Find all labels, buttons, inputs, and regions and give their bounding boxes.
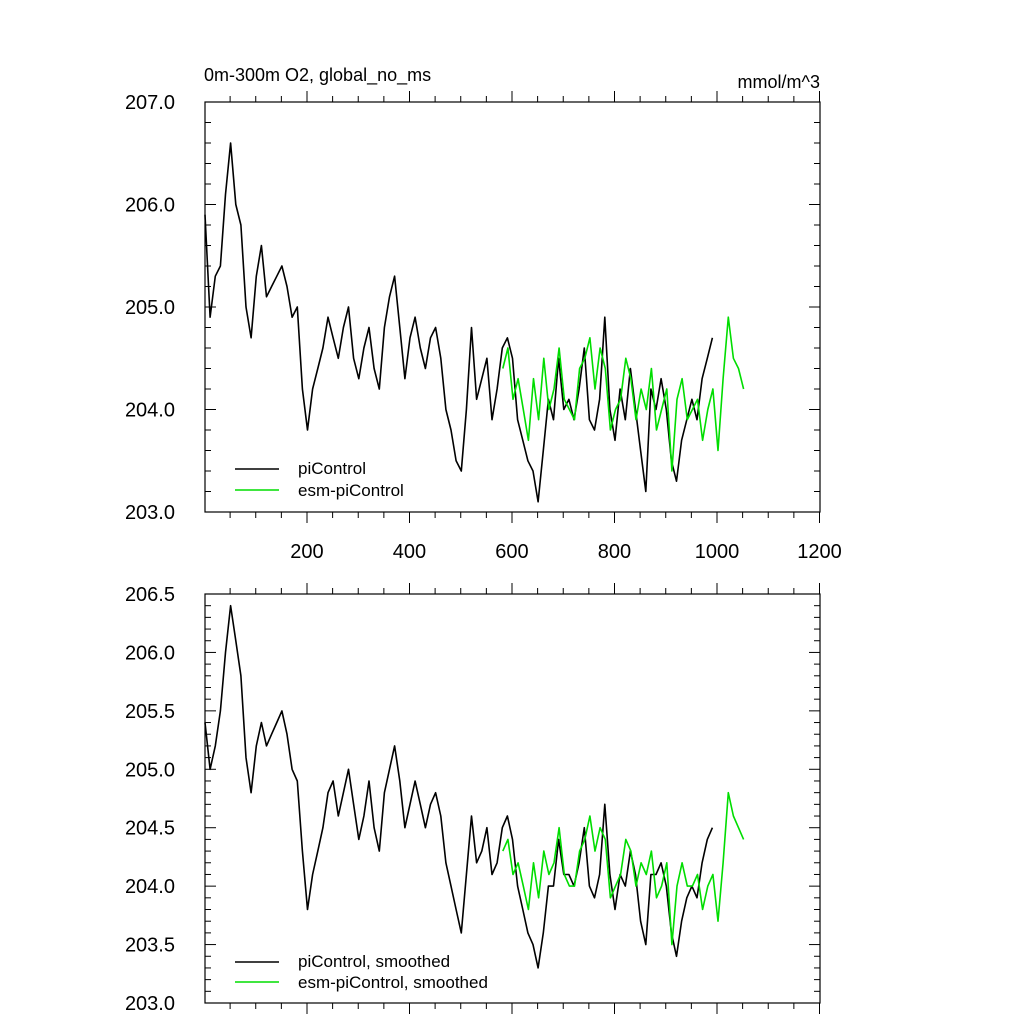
- legend-label-esm-picontrol: esm-piControl: [298, 481, 404, 500]
- x-tick-label: 200: [290, 541, 323, 563]
- legend-label-esm-picontrol-smoothed: esm-piControl, smoothed: [298, 973, 488, 992]
- bottom-panel: 203.0 203.5 204.0 204.5 205.0 205.5 206.0 206.5…: [125, 583, 821, 1015]
- y-tick-label: 205.0: [125, 759, 175, 781]
- y-tick-label: 204.5: [125, 818, 175, 840]
- y-tick-label: 203.5: [125, 935, 175, 957]
- top-panel-ticks: 203.0 204.0 205.0 206.0 207.0 200 400 600 800 100…: [125, 91, 842, 563]
- y-tick-label: 205.0: [125, 297, 175, 319]
- series-line-esm-picontrol-smoothed: [502, 791, 745, 946]
- bottom-panel-frame: [204, 593, 821, 1004]
- x-tick-label: 1200: [797, 541, 842, 563]
- y-tick-label: 206.0: [125, 195, 175, 217]
- top-panel-title: 0m-300m O2, global_no_ms: [204, 65, 431, 86]
- x-tick-label: 400: [393, 541, 426, 563]
- y-tick-label: 206.0: [125, 642, 175, 664]
- series-line-picontrol: [204, 142, 714, 503]
- series-line-esm-picontrol: [502, 316, 745, 472]
- y-tick-label: 206.5: [125, 584, 175, 606]
- bottom-panel-series-group: [204, 604, 745, 969]
- legend-label-picontrol: piControl: [298, 459, 366, 478]
- y-tick-label: 203.0: [125, 993, 175, 1015]
- top-panel: 0m-300m O2, global_no_ms mmol/m^3 203.02…: [125, 65, 842, 563]
- y-tick-label: 205.5: [125, 701, 175, 723]
- bottom-panel-ticks: 203.0 203.5 204.0 204.5 205.0 205.5 206.0 206.5: [125, 583, 820, 1015]
- series-line-picontrol-smoothed: [204, 604, 714, 969]
- top-panel-series-group: [204, 142, 745, 503]
- y-tick-label: 204.0: [125, 400, 175, 422]
- x-tick-label: 1000: [695, 541, 740, 563]
- y-tick-label: 204.0: [125, 876, 175, 898]
- top-panel-units: mmol/m^3: [738, 72, 820, 92]
- bottom-panel-legend: piControl, smoothed esm-piControl, smoot…: [235, 952, 488, 992]
- x-tick-label: 800: [598, 541, 631, 563]
- y-tick-label: 203.0: [125, 502, 175, 524]
- x-tick-label: 600: [495, 541, 528, 563]
- y-tick-label: 207.0: [125, 92, 175, 114]
- legend-label-picontrol-smoothed: piControl, smoothed: [298, 952, 450, 971]
- top-panel-legend: piControl esm-piControl: [235, 459, 404, 500]
